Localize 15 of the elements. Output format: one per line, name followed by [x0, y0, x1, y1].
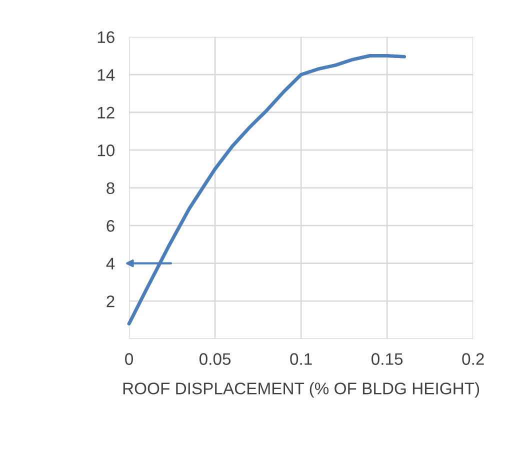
x-axis-title: ROOF DISPLACEMENT (% OF BLDG HEIGHT) [123, 382, 480, 398]
y-tick-label: 2 [106, 295, 114, 308]
y-tick-label: 12 [98, 106, 114, 118]
x-tick-label: 0.15 [372, 353, 403, 365]
x-tick-label: 0.2 [462, 353, 484, 365]
y-tick-label: 8 [106, 182, 114, 194]
y-tick-label: 6 [106, 220, 114, 232]
y-tick-label: 14 [98, 69, 115, 81]
y-tick-label: 10 [98, 144, 114, 156]
x-tick-label: 0.05 [199, 353, 231, 365]
x-tick-label: 0.1 [290, 353, 312, 365]
y-tick-label: 16 [98, 31, 114, 44]
line-series [127, 54, 406, 326]
y-tick-label: 4 [106, 258, 115, 270]
x-tick-label: 0 [125, 353, 134, 365]
